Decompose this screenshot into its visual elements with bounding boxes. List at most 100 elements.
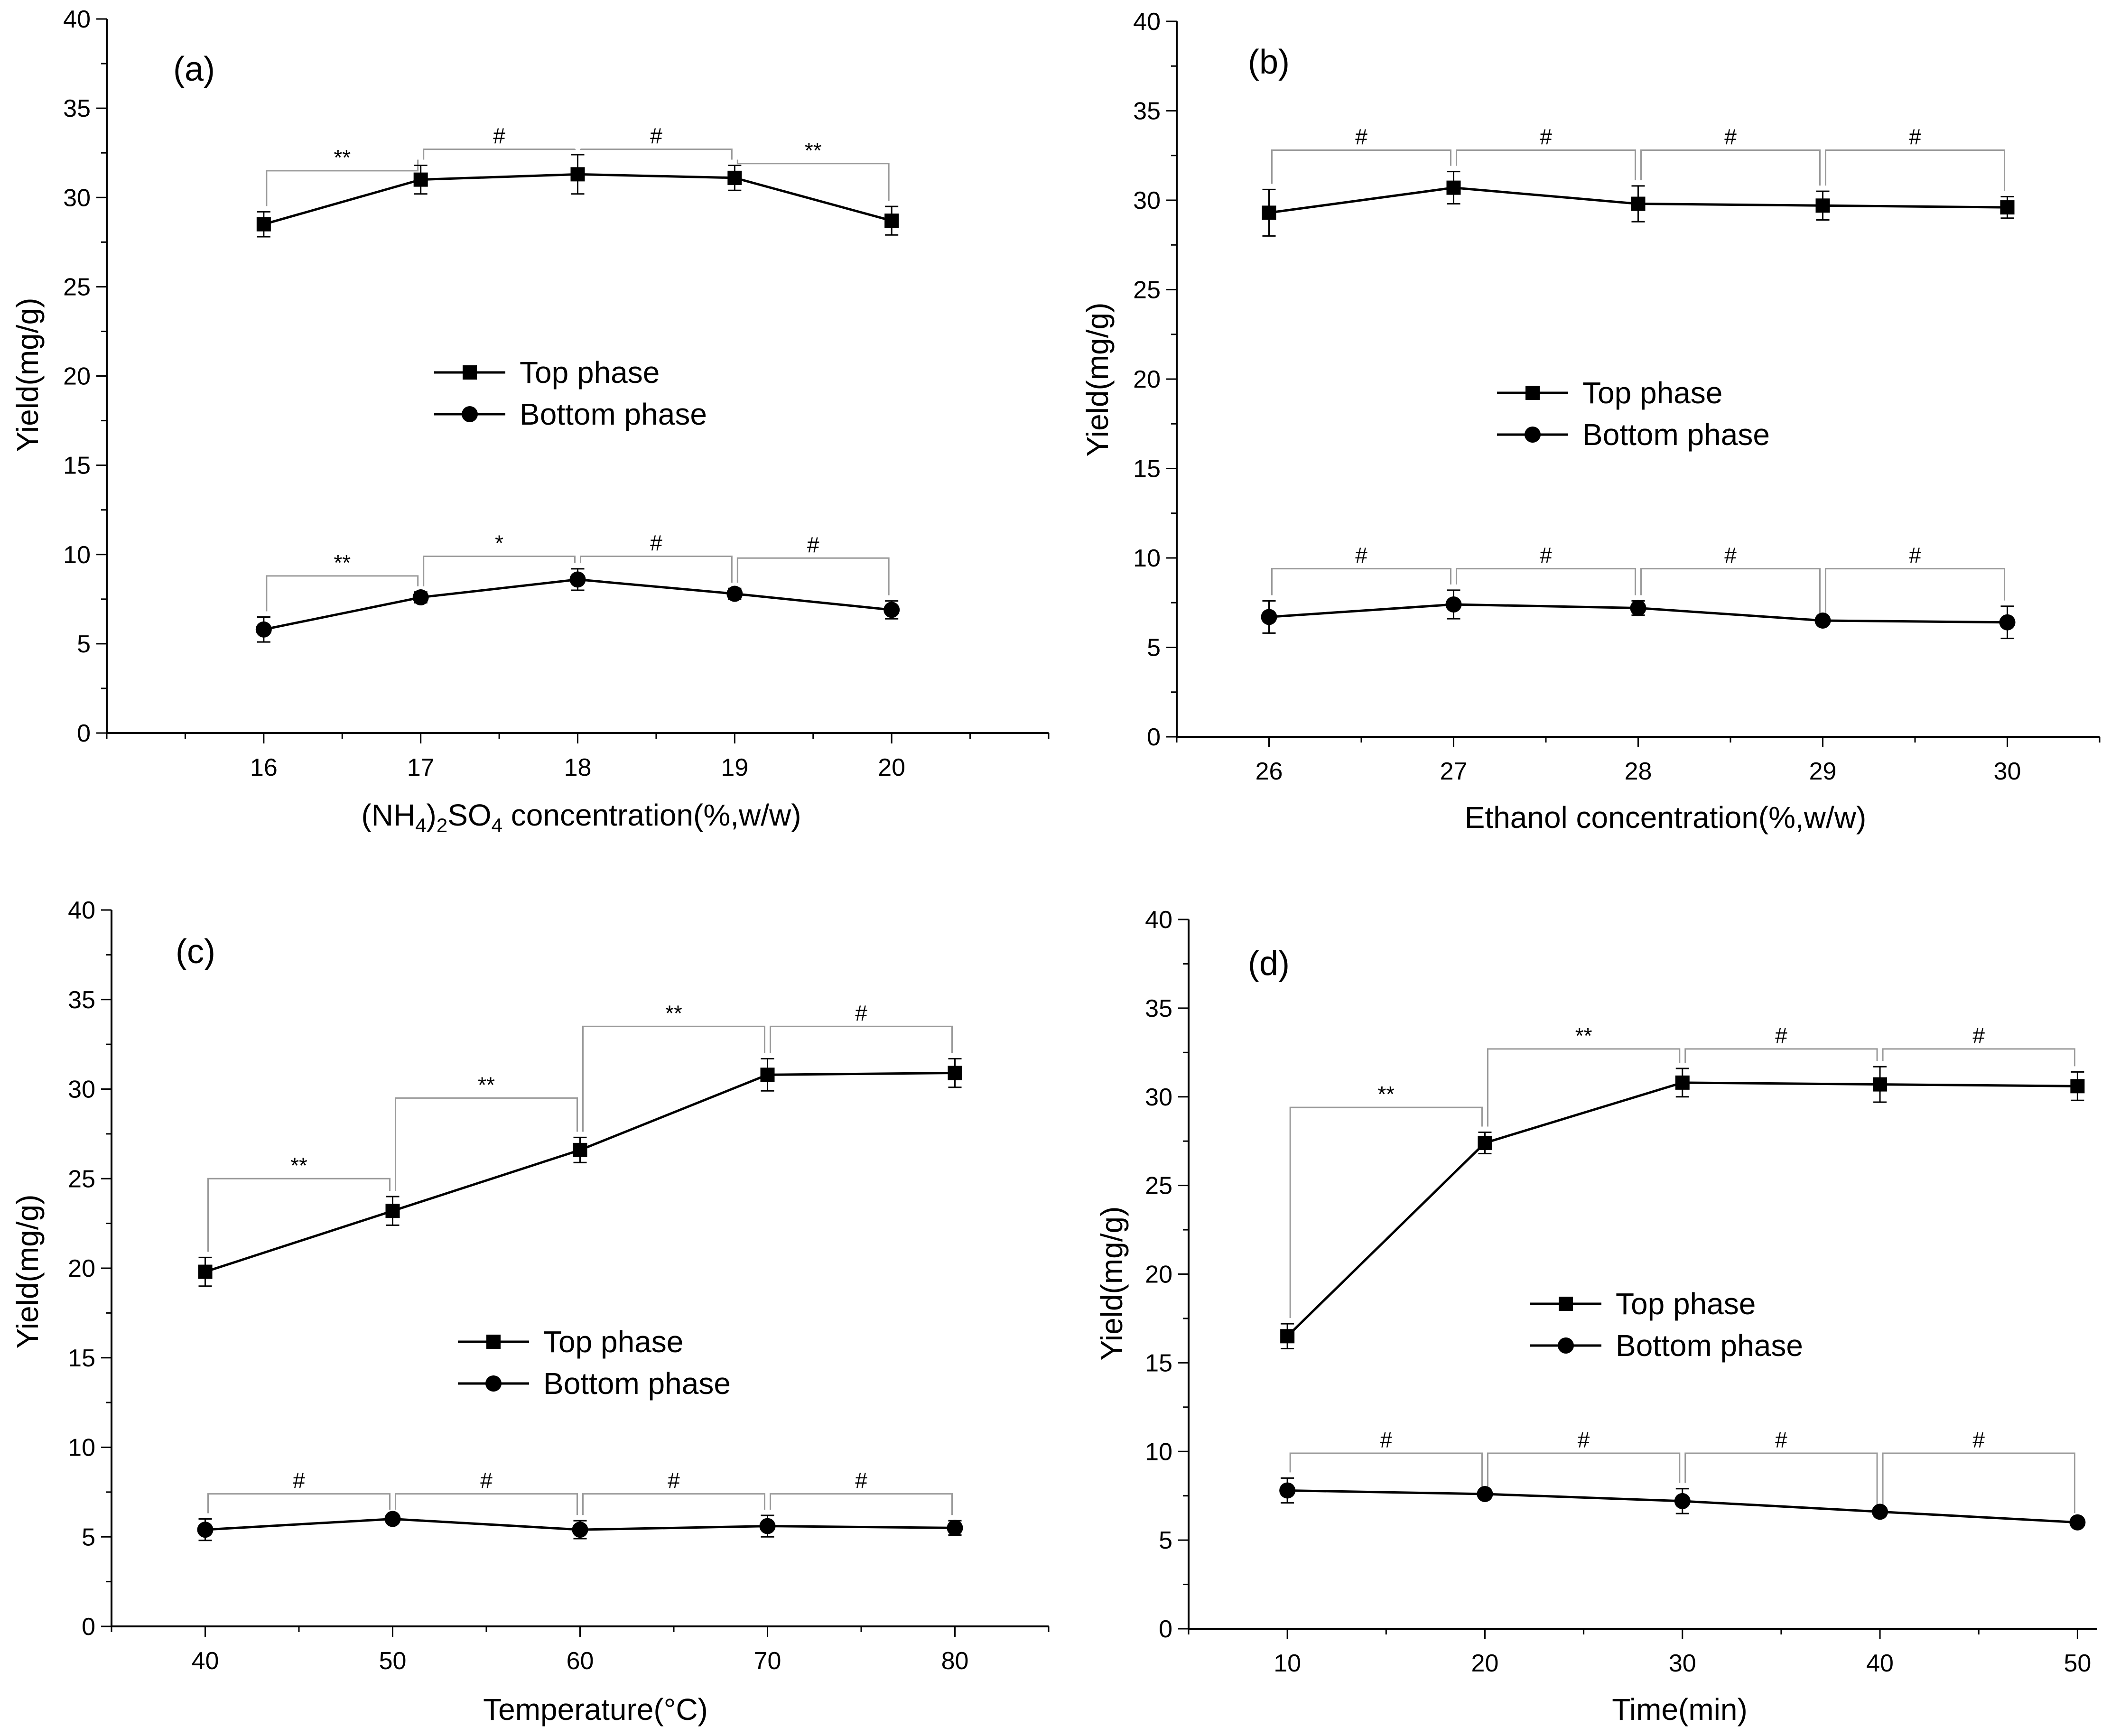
panel-d-y-tick-label: 10: [1145, 1438, 1172, 1466]
panel-a-bottom-phase-bracket: [736, 557, 890, 595]
panel-a-y-tick-label: 40: [63, 6, 91, 33]
panel-c-y-tick-label: 25: [68, 1165, 95, 1193]
panel-b-top-phase-bracket: [1825, 149, 2005, 191]
panel-c-y-tick-label: 20: [68, 1255, 95, 1282]
panel-d-bottom-phase-bracket: [1684, 1452, 1878, 1504]
panel-b-y-tick-label: 15: [1133, 455, 1161, 483]
panel-c-label: (c): [176, 933, 215, 971]
panel-c-legend-marker: [486, 1335, 501, 1349]
panel-c-y-tick-label: 5: [82, 1523, 95, 1551]
panel-a-top-phase-significance-label: #: [493, 124, 505, 149]
panel-b-y-tick-label: 35: [1133, 98, 1161, 125]
panel-a-bottom-phase-bracket: [266, 575, 419, 612]
panel-a-top-phase-bracket: [580, 149, 733, 160]
panel-d-bottom-phase-significance-label: #: [1578, 1428, 1590, 1452]
panel-d-y-tick-label: 0: [1159, 1615, 1172, 1643]
panel-d-bottom-phase-point: [1477, 1485, 1493, 1502]
panel-a-bottom-phase-point: [255, 621, 272, 638]
panel-d-top-phase-bracket: [1289, 1106, 1483, 1318]
panel-a-y-tick-label: 15: [63, 452, 91, 480]
panel-a-bottom-phase-point: [726, 585, 743, 602]
panel-a-y-tick-label: 5: [77, 631, 91, 658]
panel-b-top-phase-point: [1446, 180, 1461, 195]
panel-b-y-tick-label: 20: [1133, 366, 1161, 393]
panel-c-top-phase-point: [198, 1264, 213, 1279]
panel-c-bottom-phase-significance-label: #: [480, 1468, 493, 1493]
panel-c-bottom-phase-significance-label: #: [855, 1468, 867, 1493]
panel-d-bottom-phase-significance-label: #: [1380, 1428, 1393, 1452]
panel-a-top-phase-point: [570, 167, 585, 182]
panel-a-top-phase-significance-label: **: [334, 145, 351, 170]
panel-a-x-tick-label: 20: [878, 754, 905, 781]
panel-a-top-phase-bracket: [736, 159, 890, 201]
panel-d-x-tick-label: 10: [1274, 1650, 1301, 1677]
panel-b-bottom-phase-point: [1445, 596, 1462, 613]
panel-a-bottom-phase-significance-label: #: [807, 532, 819, 557]
panel-c-y-tick-label: 0: [82, 1613, 95, 1641]
panel-b-bottom-phase-bracket: [1456, 568, 1636, 595]
panel-a-bottom-phase-bracket: [580, 556, 733, 583]
panel-b-x-tick-label: 28: [1625, 758, 1652, 785]
panel-c-y-tick-label: 40: [68, 897, 95, 924]
panel-a-y-tick-label: 10: [63, 541, 91, 569]
panel-c-bottom-phase-point: [572, 1522, 588, 1538]
panel-d-y-tick-label: 15: [1145, 1349, 1172, 1377]
panel-b-y-tick-label: 5: [1147, 634, 1161, 662]
panel-c-x-tick-label: 60: [567, 1647, 594, 1675]
panel-b-bottom-phase-significance-label: #: [1540, 543, 1552, 568]
panel-a-y-tick-label: 20: [63, 363, 91, 390]
panel-c-x-axis-title: Temperature(°C): [483, 1692, 708, 1727]
panel-d-top-phase-significance-label: **: [1377, 1082, 1395, 1106]
panel-d-top-phase-point: [1478, 1135, 1492, 1150]
panel-c-top-phase-point: [573, 1142, 587, 1157]
panel-c-y-tick-label: 30: [68, 1076, 95, 1104]
panel-d-y-tick-label: 30: [1145, 1084, 1172, 1111]
panel-c-bottom-phase-point: [384, 1511, 401, 1527]
panel-a-bottom-phase-point: [412, 589, 429, 606]
panel-d-bottom-phase-point: [1872, 1504, 1888, 1520]
panel-b-top-phase-bracket: [1271, 149, 1451, 184]
panel-a-y-tick-label: 0: [77, 720, 91, 747]
panel-d-top-phase-bracket: [1487, 1048, 1681, 1127]
panel-b-x-tick-label: 27: [1440, 758, 1468, 785]
panel-d-legend-marker: [1558, 1337, 1574, 1354]
panel-d-top-phase-point: [1280, 1329, 1295, 1344]
panel-d-legend-label: Top phase: [1616, 1287, 1756, 1321]
panel-b-x-tick-label: 30: [1994, 758, 2021, 785]
panel-b-bottom-phase-significance-label: #: [1724, 543, 1737, 568]
panel-a-x-tick-label: 18: [564, 754, 592, 781]
panel-c-top-phase-point: [760, 1068, 775, 1082]
panel-d-x-tick-label: 20: [1471, 1650, 1499, 1677]
panel-d-y-tick-label: 35: [1145, 995, 1172, 1022]
panel-a-legend-label: Top phase: [520, 355, 660, 390]
panel-c-bottom-phase-significance-label: #: [293, 1468, 305, 1493]
panel-a-y-tick-label: 35: [63, 95, 91, 122]
panel-b-top-phase-bracket: [1640, 149, 1821, 186]
panel-d-bottom-phase-point: [1674, 1493, 1691, 1509]
panel-c-legend-label: Top phase: [543, 1325, 683, 1359]
panel-c-bottom-phase-bracket: [395, 1493, 578, 1515]
panel-b-bottom-phase-significance-label: #: [1355, 543, 1367, 568]
panel-c-bottom-phase-point: [947, 1520, 963, 1536]
panel-a-y-tick-label: 30: [63, 184, 91, 212]
panel-a-y-axis-title: Yield(mg/g): [10, 298, 45, 452]
panel-c-top-phase-bracket: [582, 1025, 765, 1132]
panel-a-legend-label: Bottom phase: [520, 397, 707, 431]
panel-b-bottom-phase-bracket: [1271, 568, 1451, 595]
panel-a-bottom-phase-point: [569, 571, 586, 588]
panel-a-legend-marker: [463, 365, 477, 380]
panel-d-top-phase-significance-label: #: [1775, 1023, 1787, 1048]
panel-a-top-phase-point: [413, 172, 428, 187]
panel-d-top-phase-point: [1873, 1077, 1888, 1092]
panel-b-top-phase-point: [1631, 196, 1646, 211]
panel-b-bottom-phase-bracket: [1640, 568, 1821, 613]
panel-d-bottom-phase-bracket: [1882, 1452, 2075, 1513]
panel-b-x-tick-label: 26: [1255, 758, 1283, 785]
panel-c-top-phase-significance-label: **: [478, 1072, 495, 1097]
panel-b-top-phase-significance-label: #: [1909, 124, 1921, 149]
panel-b-bottom-phase-point: [1630, 600, 1646, 616]
panel-b-y-tick-label: 40: [1133, 8, 1161, 36]
panel-d-bottom-phase-point: [1279, 1482, 1296, 1499]
